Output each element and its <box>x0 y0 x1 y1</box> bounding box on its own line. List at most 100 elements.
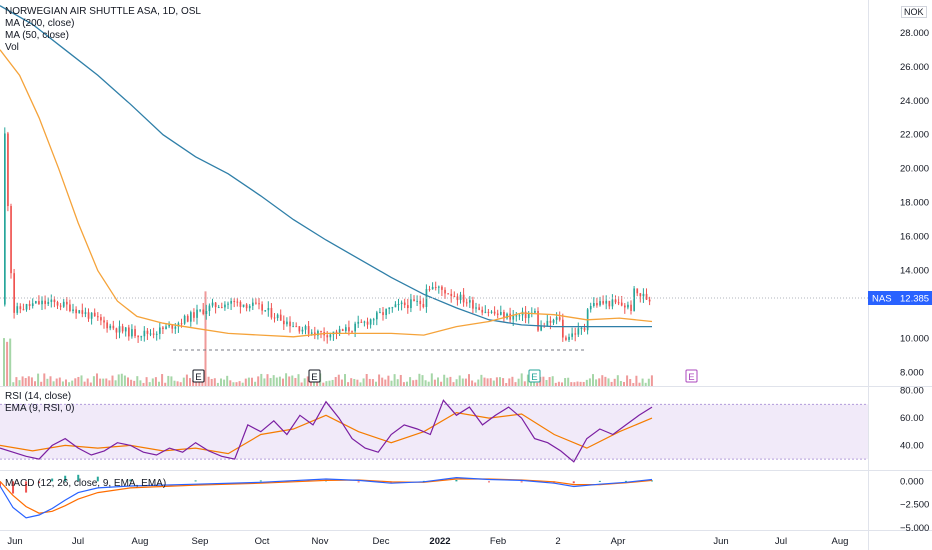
volume-bar <box>30 377 33 386</box>
volume-bar <box>306 376 309 386</box>
candle-body <box>329 334 332 338</box>
candle-body <box>345 327 347 331</box>
volume-bar <box>65 379 67 386</box>
candle-body <box>490 311 493 313</box>
candle-body <box>10 206 12 274</box>
volume-bar <box>647 378 650 386</box>
last-price-value: 12.385 <box>900 294 929 305</box>
volume-bar <box>322 382 325 386</box>
volume-bar <box>37 373 40 386</box>
candle-body <box>444 289 446 294</box>
rsi-band <box>0 404 868 460</box>
volume-bar <box>83 381 86 386</box>
volume-bar <box>564 378 567 386</box>
volume-bar <box>437 377 439 386</box>
volume-bar <box>204 291 207 386</box>
candle-body <box>152 333 155 335</box>
volume-bar <box>46 378 49 386</box>
earnings-marker-box <box>192 369 205 383</box>
candle-body <box>562 319 564 338</box>
candle-body <box>320 330 322 332</box>
volume-bar <box>570 382 573 386</box>
candle-body <box>19 306 22 310</box>
volume-bar <box>164 382 167 386</box>
candle-body <box>602 301 604 304</box>
volume-bar <box>130 379 133 386</box>
earnings-marker-box <box>528 369 541 383</box>
candle-body <box>221 307 223 309</box>
macd-axis-tick: −2.500 <box>900 500 929 511</box>
rsi-axis-tick: 80.00 <box>900 386 924 397</box>
volume-bar <box>331 379 334 386</box>
volume-bar <box>61 381 64 386</box>
candle-body <box>472 300 474 309</box>
volume-bar <box>282 378 284 386</box>
candle-body <box>642 293 645 297</box>
volume-bar <box>520 373 523 386</box>
volume-bar <box>161 374 164 386</box>
candle-body <box>512 315 515 320</box>
candle-body <box>239 301 242 307</box>
volume-bar <box>347 382 350 386</box>
volume-bar <box>592 374 594 386</box>
rsi-line <box>0 399 653 463</box>
candle-body <box>459 294 462 301</box>
candle-body <box>397 303 400 305</box>
volume-bar <box>632 382 635 386</box>
candle-body <box>611 299 614 307</box>
candle-body <box>131 329 133 337</box>
candle-body <box>292 326 294 328</box>
candle-body <box>242 304 245 307</box>
volume-bar <box>136 376 139 386</box>
candle-body <box>224 304 226 308</box>
candle-body <box>552 319 555 323</box>
volume-bar <box>440 381 443 386</box>
candle-body <box>614 299 617 303</box>
candle-body <box>208 305 211 312</box>
volume-bar <box>567 377 570 386</box>
candle-body <box>326 335 329 338</box>
volume-bar <box>285 373 288 386</box>
candle-body <box>453 296 456 298</box>
volume-bar <box>381 377 384 386</box>
candle-body <box>419 300 422 305</box>
candle-body <box>416 300 418 302</box>
volume-bar <box>601 375 604 386</box>
candle-body <box>283 320 285 325</box>
candle-body <box>162 327 164 329</box>
volume-bar <box>536 382 539 386</box>
volume-bar <box>607 378 610 386</box>
volume-bar <box>402 382 405 386</box>
volume-bar <box>446 377 449 386</box>
candle-body <box>233 301 236 303</box>
volume-bar <box>207 376 210 386</box>
volume-bar <box>226 375 229 386</box>
price-axis-tick: 22.000 <box>900 130 929 141</box>
volume-bar <box>216 382 219 386</box>
volume-bar <box>102 378 105 386</box>
candle-body <box>75 309 77 314</box>
volume-bar <box>176 381 179 386</box>
volume-bar <box>170 376 173 386</box>
volume-bar <box>409 377 412 386</box>
time-axis-tick: Nov <box>312 536 329 547</box>
earnings-marker: E <box>311 372 317 383</box>
volume-bar <box>213 378 216 386</box>
candle-body <box>450 293 453 297</box>
volume-bar <box>412 380 415 386</box>
earnings-marker: E <box>688 372 694 383</box>
candle-body <box>44 300 46 304</box>
time-axis-tick: 2022 <box>429 536 450 547</box>
candle-body <box>608 300 611 307</box>
volume-bar <box>21 376 24 386</box>
candle-body <box>518 315 521 317</box>
candle-body <box>617 302 620 304</box>
candle-body <box>422 304 425 307</box>
macd-histogram-bar <box>520 481 523 483</box>
candle-body <box>264 310 267 312</box>
candle-body <box>202 309 205 314</box>
candle-body <box>369 319 372 325</box>
rsi-ema-legend-label: EMA (9, RSI, 0) <box>5 403 75 414</box>
volume-bar <box>365 373 368 386</box>
